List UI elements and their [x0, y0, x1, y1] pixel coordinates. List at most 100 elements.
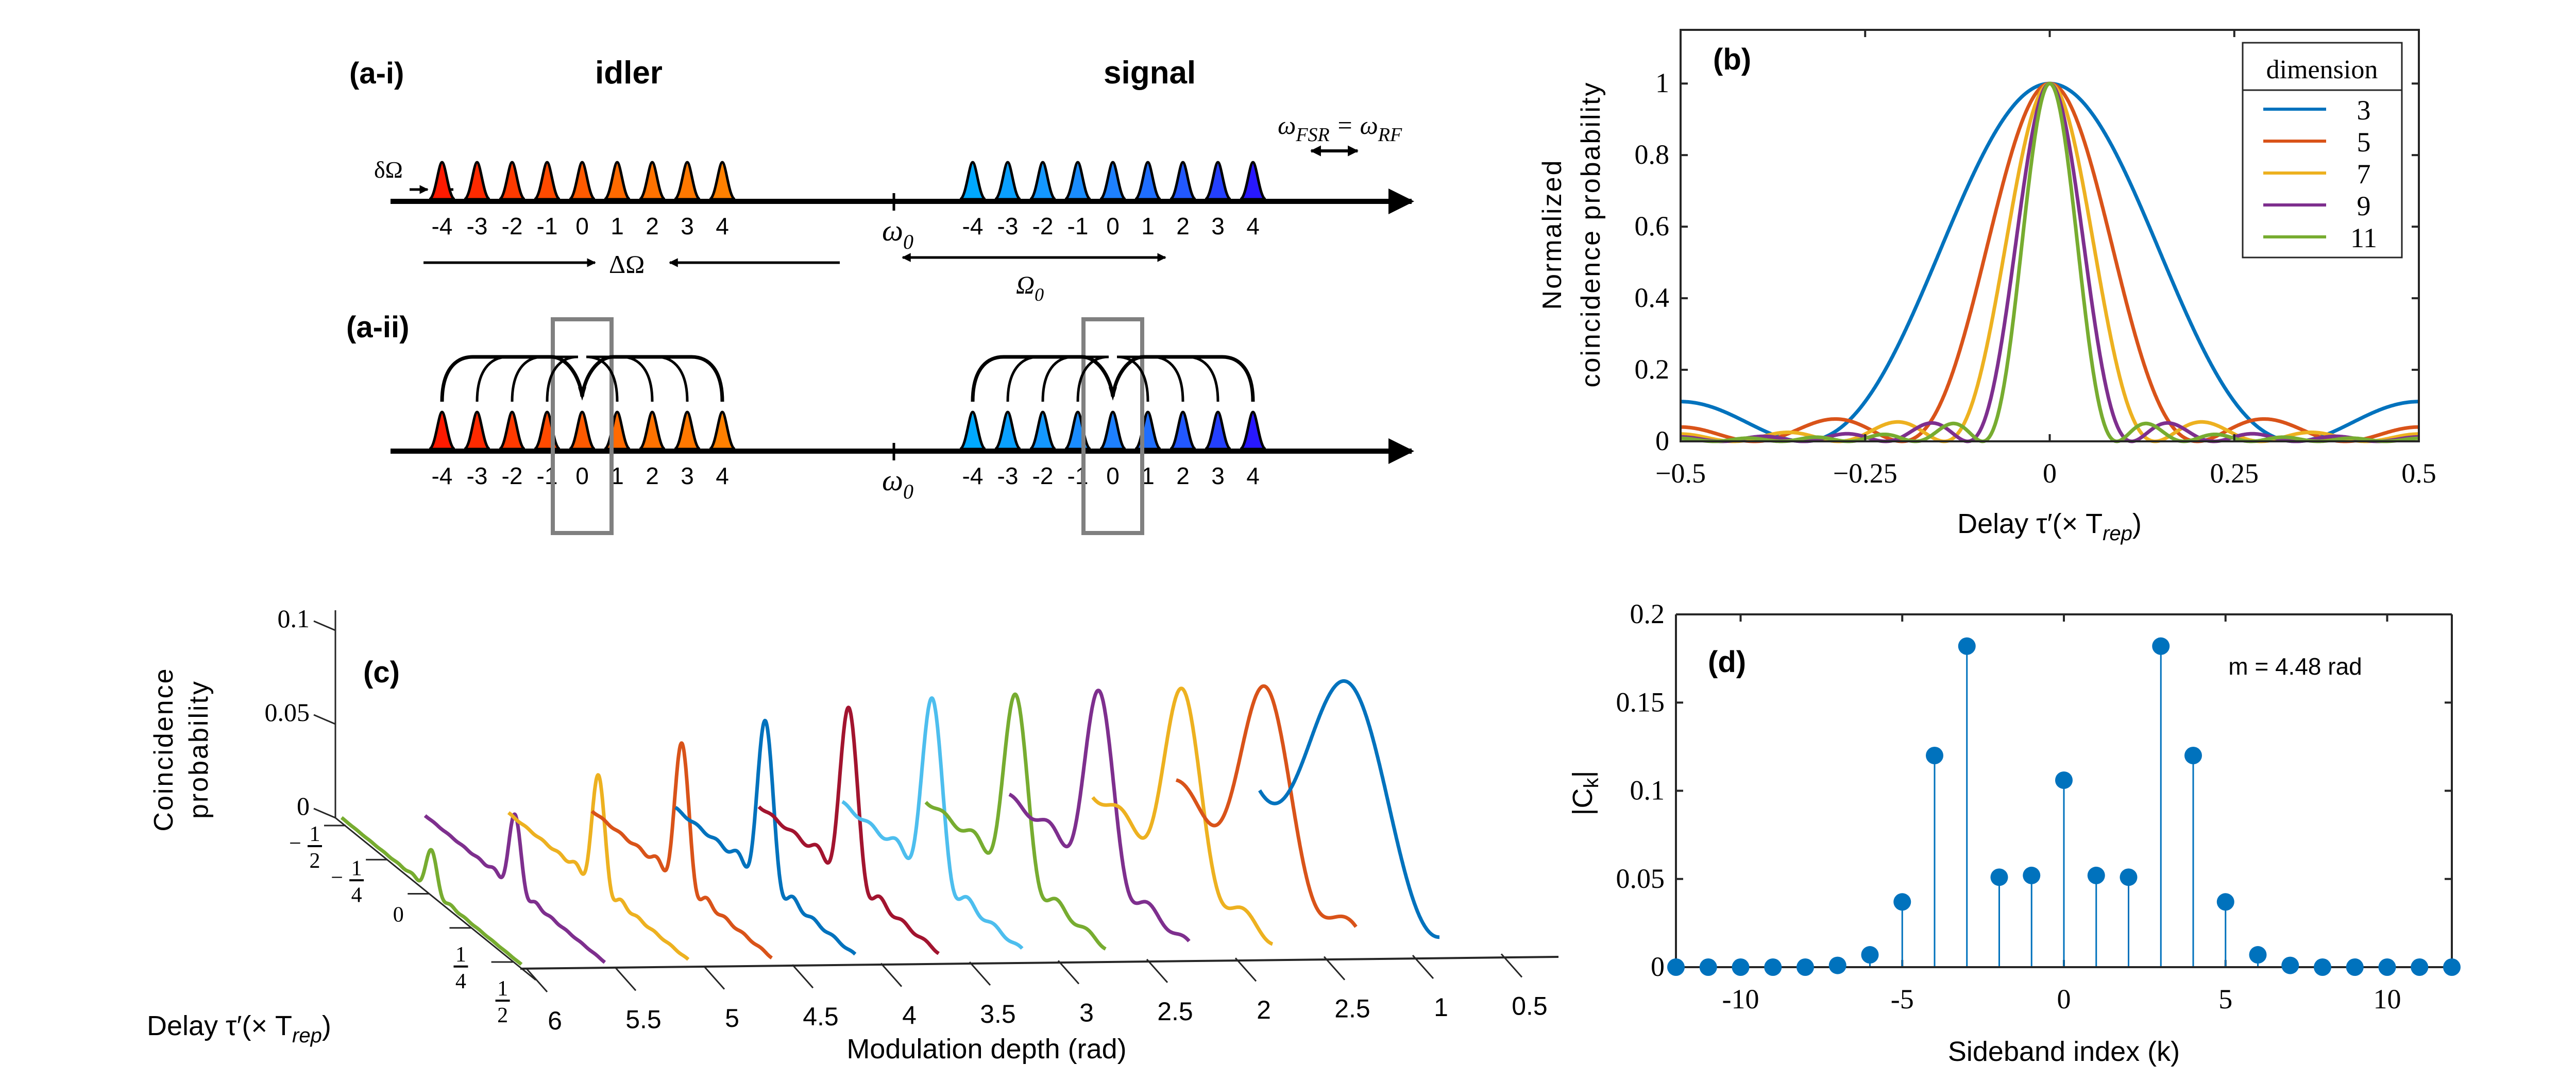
signal-comb-line-1 — [1134, 161, 1162, 201]
signal-comb-line-2 — [1169, 161, 1197, 201]
c-depth-tick-label: 3.5 — [980, 1000, 1016, 1028]
signal-index-label: -2 — [1032, 213, 1054, 239]
idler-comb-line-1 — [603, 410, 631, 451]
idler-comb-line--2 — [498, 161, 526, 201]
signal-comb-line--1 — [1064, 161, 1092, 201]
b-ylabel-line1: Normalized — [1537, 159, 1567, 310]
idler-index-label: 0 — [575, 213, 589, 239]
fsr-subscript: FSR — [1295, 124, 1329, 146]
c-depth-tick-label: 2 — [1257, 995, 1271, 1024]
c-curve-depth-4.5 — [590, 741, 773, 960]
omega0-label: ω0 — [882, 214, 913, 253]
signal-index-label: -4 — [962, 213, 984, 239]
signal-index-label: 4 — [1246, 213, 1260, 239]
c-depth-tick — [614, 967, 637, 991]
d-xtick-label: 5 — [2218, 984, 2232, 1015]
c-zlabel-line1: Coincidence — [149, 667, 179, 831]
c-delay-axis — [335, 817, 536, 981]
svg-text:4: 4 — [351, 883, 362, 907]
idler-comb-line--3 — [463, 410, 491, 451]
d-ytick-label: 0.2 — [1630, 598, 1665, 629]
legend-label-9: 9 — [2357, 191, 2371, 221]
signal-index-label: 2 — [1176, 213, 1190, 239]
idler-comb-line-2 — [638, 161, 666, 201]
c-depth-tick-label: 0.5 — [1512, 991, 1548, 1020]
c-zlabel-line2: probability — [184, 680, 214, 819]
d-marker-k-3 — [1958, 637, 1976, 655]
d-marker-k6 — [2249, 946, 2267, 964]
b-ytick-label: 0.8 — [1635, 139, 1670, 170]
d-marker-k12 — [2443, 958, 2461, 976]
idler-index-label: -2 — [502, 462, 523, 489]
idler-comb-line--1 — [533, 410, 561, 451]
d-marker-k-8 — [1797, 958, 1814, 976]
d-marker-k7 — [2281, 956, 2299, 974]
idler-comb-line--3 — [463, 161, 491, 201]
d-marker-k-1 — [2023, 866, 2041, 884]
c-delay-tick-label: −1 2 — [289, 822, 322, 873]
c-depth-tick — [1057, 960, 1080, 985]
svg-text:1: 1 — [310, 822, 320, 846]
delta-omega-small-label: δΩ — [374, 157, 403, 183]
c-depth-tick — [526, 968, 548, 992]
c-curve-depth-0.5 — [1258, 679, 1441, 939]
idler-index-label: 4 — [716, 213, 729, 239]
c-zlabel: Coincidence probability — [149, 667, 214, 831]
svg-text:1: 1 — [497, 977, 508, 1001]
idler-index-label: -3 — [467, 213, 488, 239]
legend-label-3: 3 — [2357, 95, 2371, 126]
signal-index-label: 3 — [1211, 213, 1225, 239]
legend-title: dimension — [2266, 55, 2378, 84]
c-depth-tick-label: 4 — [902, 1001, 917, 1030]
idler-comb-line--2 — [498, 410, 526, 451]
d-annotation-m: m = 4.48 rad — [2228, 653, 2362, 680]
c-delay-tick-label: 12 — [495, 977, 510, 1027]
legend-box — [2242, 42, 2403, 259]
signal-comb-line-0 — [1099, 161, 1127, 201]
signal-comb-line-3 — [1204, 161, 1232, 201]
c-ztick — [313, 714, 336, 725]
signal-index-label: 0 — [1106, 213, 1120, 239]
signal-coupling-arc — [1076, 355, 1114, 402]
c-depth-axis — [520, 956, 1559, 970]
idler-index-label: -3 — [467, 462, 488, 489]
d-xtick-label: -10 — [1722, 984, 1759, 1015]
panel-a-frequency-comb-diagram: (a-i) idler signal ωFSR = ωRF δΩ ω0-4 -3-… — [346, 55, 1414, 535]
signal-mode-0-highlight-box — [1081, 317, 1144, 535]
b-ylabel: Normalized coincidence probability — [1537, 81, 1606, 387]
delta-omega-big-label: ΔΩ — [609, 250, 645, 279]
fsr-omega: ω — [1278, 111, 1296, 140]
signal-comb-line-4 — [1239, 410, 1267, 451]
signal-index-label: 2 — [1176, 462, 1190, 489]
d-ytick-label: 0.05 — [1616, 863, 1665, 894]
b-ytick-label: 0.2 — [1635, 354, 1670, 385]
idler-comb-line-2 — [638, 410, 666, 451]
idler-index-label: 2 — [646, 462, 659, 489]
idler-comb-line-0 — [568, 161, 596, 201]
signal-index-label: -2 — [1032, 462, 1054, 489]
b-xtick-label: 0.5 — [2401, 458, 2436, 489]
b-ytick-label: 0.6 — [1635, 211, 1670, 242]
c-curve-depth-6 — [340, 816, 523, 966]
c-curves — [340, 679, 1441, 966]
svg-text:−: − — [331, 866, 343, 889]
rf-subscript: RF — [1378, 124, 1402, 146]
legend-label-11: 11 — [2350, 222, 2377, 253]
idler-index-label: -1 — [537, 213, 558, 239]
c-curve-depth-3 — [841, 696, 1024, 950]
signal-index-label: 0 — [1106, 462, 1120, 489]
c-ztick-label: 0.05 — [265, 698, 310, 727]
signal-index-label: -4 — [962, 462, 984, 489]
c-curve-depth-4 — [674, 718, 857, 956]
c-curve-depth-5 — [507, 773, 690, 961]
d-marker-k3 — [2152, 637, 2170, 655]
c-delay-tick-label: −1 4 — [331, 856, 364, 907]
idler-index-label: -2 — [502, 213, 523, 239]
idler-mode-0-highlight-box — [551, 317, 614, 535]
c-curve-depth-2 — [1008, 689, 1191, 942]
idler-comb-line-4 — [708, 410, 736, 451]
d-marker-k5 — [2216, 893, 2234, 911]
d-ytick-label: 0.1 — [1630, 775, 1665, 806]
idler-coupling-arc — [546, 355, 584, 402]
